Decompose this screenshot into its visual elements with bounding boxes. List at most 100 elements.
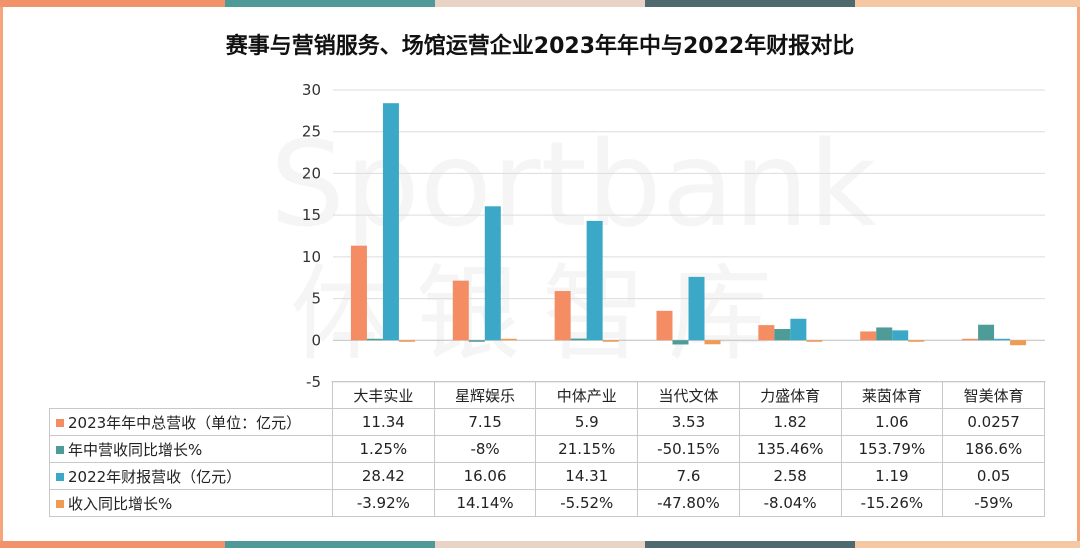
bar <box>860 331 877 341</box>
category-label: 莱茵体育 <box>840 381 944 409</box>
bottom-stripe <box>435 541 645 548</box>
table-row: 年中营收同比增长% 1.25% -8% 21.15% -50.15% 135.4… <box>49 435 1045 463</box>
legend-entry: 2022年财报营收（亿元） <box>49 462 333 490</box>
bar <box>978 324 995 341</box>
table-cell: -8.04% <box>738 489 842 517</box>
bar <box>554 291 571 341</box>
table-cell: -15.26% <box>840 489 944 517</box>
bottom-stripes <box>0 541 1080 548</box>
y-tick-label: 0 <box>311 331 321 349</box>
table-cell: 7.15 <box>433 408 537 436</box>
table-cell: 153.79% <box>840 435 944 463</box>
series-name: 收入同比增长% <box>68 494 173 513</box>
bar <box>908 340 925 342</box>
bar <box>962 338 979 341</box>
table-cell: 7.6 <box>637 462 740 490</box>
bar <box>602 340 619 342</box>
table-cell: 14.31 <box>535 462 639 490</box>
table-cell: 1.06 <box>840 408 944 436</box>
bar <box>398 340 415 342</box>
top-stripe <box>435 0 645 7</box>
y-tick-label: 15 <box>302 206 321 224</box>
table-cell: 135.46% <box>738 435 842 463</box>
bar <box>452 280 469 341</box>
y-tick-label: 10 <box>302 248 321 266</box>
y-tick-label: 5 <box>311 290 321 308</box>
table-cell: 16.06 <box>433 462 537 490</box>
top-stripe <box>0 0 225 7</box>
series-name: 2023年年中总营收（单位：亿元） <box>68 413 302 432</box>
table-cell: 1.82 <box>738 408 842 436</box>
top-stripe <box>645 0 855 7</box>
legend-swatch <box>56 446 64 454</box>
category-label: 星辉娱乐 <box>433 381 537 409</box>
series-name: 2022年财报营收（亿元） <box>68 467 242 486</box>
table-corner <box>49 381 333 409</box>
bottom-stripe <box>645 541 855 548</box>
table-cell: -3.92% <box>332 489 435 517</box>
bar <box>500 338 517 341</box>
bottom-stripe <box>225 541 435 548</box>
legend-entry: 2023年年中总营收（单位：亿元） <box>49 408 333 436</box>
bars <box>350 103 1027 346</box>
chart-title: 赛事与营销服务、场馆运营企业2023年年中与2022年财报对比 <box>225 33 854 59</box>
legend-swatch <box>56 500 64 508</box>
table-cell: 1.25% <box>332 435 435 463</box>
category-label: 力盛体育 <box>738 381 842 409</box>
bottom-stripe <box>0 541 225 548</box>
bar <box>876 327 893 341</box>
table-cell: -50.15% <box>637 435 740 463</box>
y-tick-label: 20 <box>302 164 321 182</box>
bar <box>656 310 673 341</box>
top-stripes <box>0 0 1080 7</box>
bar <box>350 245 367 341</box>
table-cell: 3.53 <box>637 408 740 436</box>
legend-swatch <box>56 473 64 481</box>
category-label: 中体产业 <box>535 381 639 409</box>
bar <box>366 338 383 341</box>
bar <box>790 318 807 341</box>
category-label: 大丰实业 <box>332 381 435 409</box>
table-cell: 2.58 <box>738 462 842 490</box>
table-cell: -5.52% <box>535 489 639 517</box>
table-row: 收入同比增长% -3.92% 14.14% -5.52% -47.80% -8.… <box>49 489 1045 517</box>
bar <box>382 103 399 341</box>
watermark-latin: Sportbank <box>270 115 877 253</box>
table-cell: 0.05 <box>942 462 1045 490</box>
table-cell: 1.19 <box>840 462 944 490</box>
top-stripe <box>855 0 1080 7</box>
table-cell: 5.9 <box>535 408 639 436</box>
table-cell: -47.80% <box>637 489 740 517</box>
bar <box>688 276 705 341</box>
table-cell: 28.42 <box>332 462 435 490</box>
table-header-row: 大丰实业 星辉娱乐 中体产业 当代文体 力盛体育 莱茵体育 智美体育 <box>49 381 1045 409</box>
bar <box>672 340 689 345</box>
y-tick-label: 25 <box>302 123 321 141</box>
legend-swatch <box>56 419 64 427</box>
bar <box>484 206 501 341</box>
category-label: 智美体育 <box>942 381 1045 409</box>
bar <box>570 338 587 341</box>
table-cell: -8% <box>433 435 537 463</box>
table-row: 2023年年中总营收（单位：亿元） 11.34 7.15 5.9 3.53 1.… <box>49 408 1045 436</box>
bar <box>758 325 775 341</box>
series-name: 年中营收同比增长% <box>68 440 203 459</box>
y-tick-label: 30 <box>302 81 321 99</box>
bottom-stripe <box>855 541 1080 548</box>
table-cell: 21.15% <box>535 435 639 463</box>
top-stripe <box>225 0 435 7</box>
bar <box>468 340 485 342</box>
bar <box>1010 340 1027 346</box>
table-cell: 0.0257 <box>942 408 1045 436</box>
bar <box>994 338 1011 341</box>
table-row: 2022年财报营收（亿元） 28.42 16.06 14.31 7.6 2.58… <box>49 462 1045 490</box>
bar <box>704 340 721 345</box>
category-label: 当代文体 <box>637 381 740 409</box>
bar <box>586 220 603 341</box>
bar <box>892 330 909 341</box>
bar <box>806 340 823 342</box>
data-table: 大丰实业 星辉娱乐 中体产业 当代文体 力盛体育 莱茵体育 智美体育 2023年… <box>49 381 1045 517</box>
